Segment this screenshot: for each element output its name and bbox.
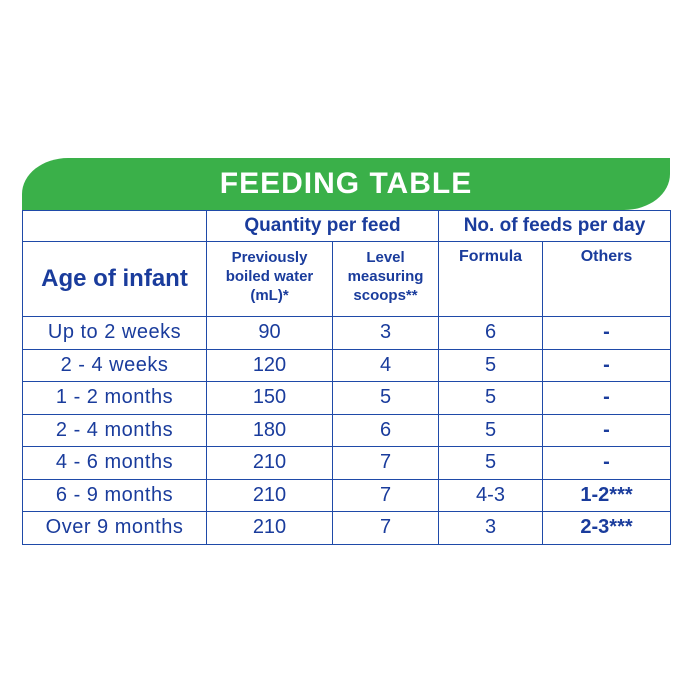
formula-cell: 5 (438, 348, 543, 382)
age-cell: 6 - 9 months (22, 478, 207, 512)
water-cell: 180 (206, 413, 333, 447)
empty-header-cell (22, 210, 207, 242)
age-cell: 2 - 4 months (22, 413, 207, 447)
scoops-cell: 4 (332, 348, 439, 382)
age-cell: 4 - 6 months (22, 446, 207, 480)
formula-cell: 5 (438, 413, 543, 447)
scoops-cell: 6 (332, 413, 439, 447)
formula-cell: 6 (438, 316, 543, 350)
age-cell: 2 - 4 weeks (22, 348, 207, 382)
scoops-header-line2: scoops** (353, 287, 418, 304)
age-cell: Over 9 months (22, 511, 207, 545)
feeding-table: Quantity per feed No. of feeds per day A… (22, 210, 672, 545)
table-row: 1 - 2 months 150 5 5 - (22, 381, 672, 415)
water-cell: 90 (206, 316, 333, 350)
formula-cell: 3 (438, 511, 543, 545)
others-cell: - (541, 413, 672, 447)
page-title: FEEDING TABLE (219, 167, 473, 200)
scoops-cell: 7 (332, 478, 439, 512)
title-banner: FEEDING TABLE (22, 158, 670, 210)
formula-column-header: Formula (438, 241, 543, 317)
water-header-line2: boiled water (mL)* (225, 268, 314, 304)
scoops-cell: 3 (332, 316, 439, 350)
others-cell: - (541, 446, 672, 480)
scoops-cell: 7 (332, 446, 439, 480)
table-row: 2 - 4 months 180 6 5 - (22, 413, 672, 447)
formula-cell: 5 (438, 446, 543, 480)
scoops-cell: 7 (332, 511, 439, 545)
table-row: Up to 2 weeks 90 3 6 - (22, 316, 672, 350)
age-cell: 1 - 2 months (22, 381, 207, 415)
feeds-group-header: No. of feeds per day (437, 210, 672, 242)
others-cell: - (541, 316, 672, 350)
formula-cell: 5 (438, 381, 543, 415)
table-row: 4 - 6 months 210 7 5 - (22, 446, 672, 480)
quantity-group-header: Quantity per feed (206, 210, 439, 242)
scoops-cell: 5 (332, 381, 439, 415)
water-cell: 210 (206, 478, 333, 512)
sub-header-row: Age of infant Previously boiled water (m… (22, 241, 672, 317)
water-cell: 150 (206, 381, 333, 415)
others-cell: 2-3*** (541, 511, 672, 545)
others-cell: - (541, 381, 672, 415)
scoops-column-header: Level measuring scoops** (332, 241, 439, 317)
group-header-row: Quantity per feed No. of feeds per day (22, 210, 672, 242)
water-cell: 210 (206, 446, 333, 480)
scoops-header-line1: Level measuring (347, 249, 424, 285)
others-column-header: Others (541, 241, 672, 317)
water-cell: 210 (206, 511, 333, 545)
age-cell: Up to 2 weeks (22, 316, 207, 350)
formula-cell: 4-3 (438, 478, 543, 512)
water-header-line1: Previously (231, 249, 308, 266)
water-cell: 120 (206, 348, 333, 382)
table-row: Over 9 months 210 7 3 2-3*** (22, 511, 672, 545)
table-row: 2 - 4 weeks 120 4 5 - (22, 348, 672, 382)
age-column-header: Age of infant (22, 241, 207, 317)
others-cell: - (541, 348, 672, 382)
water-column-header: Previously boiled water (mL)* (206, 241, 333, 317)
table-row: 6 - 9 months 210 7 4-3 1-2*** (22, 478, 672, 512)
others-cell: 1-2*** (541, 478, 672, 512)
